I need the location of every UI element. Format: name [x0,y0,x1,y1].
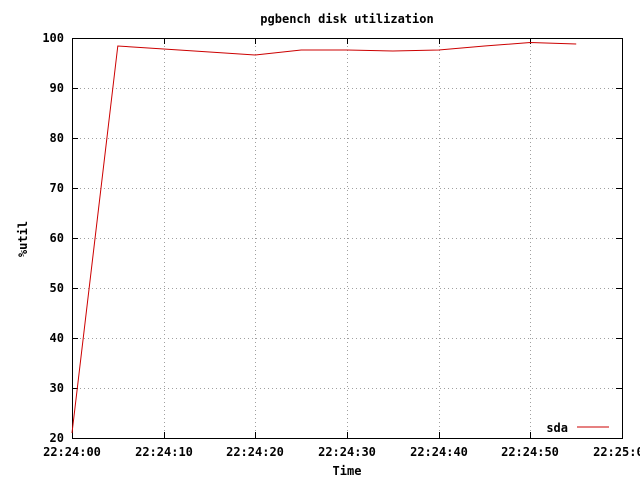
grid [72,38,622,438]
y-tick-label: 40 [50,331,64,345]
axis-ticks: 20 30 40 50 60 70 80 90 100 22:24:00 22:24:10 22:24… [42,31,640,459]
y-tick-label: 100 [42,31,64,45]
legend-label: sda [546,421,568,435]
x-tick-label: 22:24:50 [501,445,559,459]
series-line-sda [71,41,577,434]
y-tick-label: 70 [50,181,64,195]
x-tick-label: 22:25:00 [593,445,640,459]
chart-title: pgbench disk utilization [260,12,433,26]
y-tick-label: 60 [50,231,64,245]
y-tick-label: 30 [50,381,64,395]
x-tick-label: 22:24:30 [318,445,376,459]
y-tick-label: 50 [50,281,64,295]
y-tick-label: 80 [50,131,64,145]
x-tick-label: 22:24:10 [135,445,193,459]
x-tick-label: 22:24:00 [43,445,101,459]
x-tick-label: 22:24:40 [410,445,468,459]
y-tick-label: 90 [50,81,64,95]
y-axis-label: %util [16,221,30,257]
x-axis-label: Time [333,464,362,478]
x-tick-label: 22:24:20 [226,445,284,459]
y-tick-label: 20 [50,431,64,445]
legend: sda [546,421,609,435]
series-layer [71,41,577,434]
